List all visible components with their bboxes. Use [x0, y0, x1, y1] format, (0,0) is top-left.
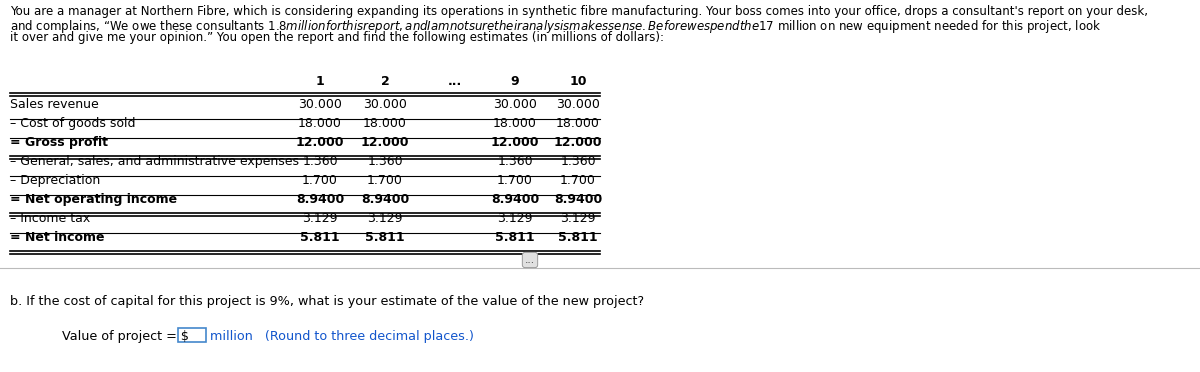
Text: 18.000: 18.000	[493, 117, 536, 130]
Text: 8.9400: 8.9400	[554, 193, 602, 206]
Text: = Net operating income: = Net operating income	[10, 193, 178, 206]
Text: 18.000: 18.000	[364, 117, 407, 130]
Text: 12.000: 12.000	[361, 136, 409, 149]
Text: 1.700: 1.700	[367, 174, 403, 187]
Text: – Depreciation: – Depreciation	[10, 174, 101, 187]
Text: You are a manager at Northern Fibre, which is considering expanding its operatio: You are a manager at Northern Fibre, whi…	[10, 5, 1148, 18]
Text: 3.129: 3.129	[497, 212, 533, 225]
Text: 18.000: 18.000	[298, 117, 342, 130]
Text: million   (Round to three decimal places.): million (Round to three decimal places.)	[210, 330, 474, 343]
Text: 3.129: 3.129	[367, 212, 403, 225]
Text: 8.9400: 8.9400	[491, 193, 539, 206]
Text: 1.360: 1.360	[497, 155, 533, 168]
Text: 30.000: 30.000	[298, 98, 342, 111]
Text: 1.700: 1.700	[497, 174, 533, 187]
Text: 30.000: 30.000	[493, 98, 536, 111]
Text: = Gross profit: = Gross profit	[10, 136, 108, 149]
Text: – General, sales, and administrative expenses: – General, sales, and administrative exp…	[10, 155, 299, 168]
Text: 12.000: 12.000	[553, 136, 602, 149]
Text: 30.000: 30.000	[556, 98, 600, 111]
Text: 8.9400: 8.9400	[296, 193, 344, 206]
Text: 1.360: 1.360	[560, 155, 596, 168]
Text: Value of project = $: Value of project = $	[62, 330, 188, 343]
Text: ...: ...	[448, 75, 462, 88]
Text: it over and give me your opinion.” You open the report and find the following es: it over and give me your opinion.” You o…	[10, 31, 664, 44]
Text: and complains, “We owe these consultants $1.8 million for this report, and I am : and complains, “We owe these consultants…	[10, 18, 1102, 35]
Text: 30.000: 30.000	[364, 98, 407, 111]
Text: 1: 1	[316, 75, 324, 88]
Text: 1.360: 1.360	[302, 155, 338, 168]
Text: 8.9400: 8.9400	[361, 193, 409, 206]
FancyBboxPatch shape	[178, 328, 206, 342]
Text: 1.700: 1.700	[560, 174, 596, 187]
Text: 5.811: 5.811	[558, 231, 598, 244]
Text: – Cost of goods sold: – Cost of goods sold	[10, 117, 136, 130]
Text: 3.129: 3.129	[302, 212, 337, 225]
Text: 10: 10	[569, 75, 587, 88]
Text: 1.700: 1.700	[302, 174, 338, 187]
Text: 5.811: 5.811	[300, 231, 340, 244]
Text: – Income tax: – Income tax	[10, 212, 90, 225]
Text: 9: 9	[511, 75, 520, 88]
Text: 5.811: 5.811	[365, 231, 404, 244]
Text: 12.000: 12.000	[295, 136, 344, 149]
Text: 18.000: 18.000	[556, 117, 600, 130]
Text: Sales revenue: Sales revenue	[10, 98, 98, 111]
Text: = Net income: = Net income	[10, 231, 104, 244]
Text: 5.811: 5.811	[496, 231, 535, 244]
Text: 3.129: 3.129	[560, 212, 595, 225]
Text: 2: 2	[380, 75, 389, 88]
Text: 12.000: 12.000	[491, 136, 539, 149]
Text: b. If the cost of capital for this project is 9%, what is your estimate of the v: b. If the cost of capital for this proje…	[10, 295, 644, 308]
Text: ...: ...	[524, 255, 535, 265]
Text: 1.360: 1.360	[367, 155, 403, 168]
